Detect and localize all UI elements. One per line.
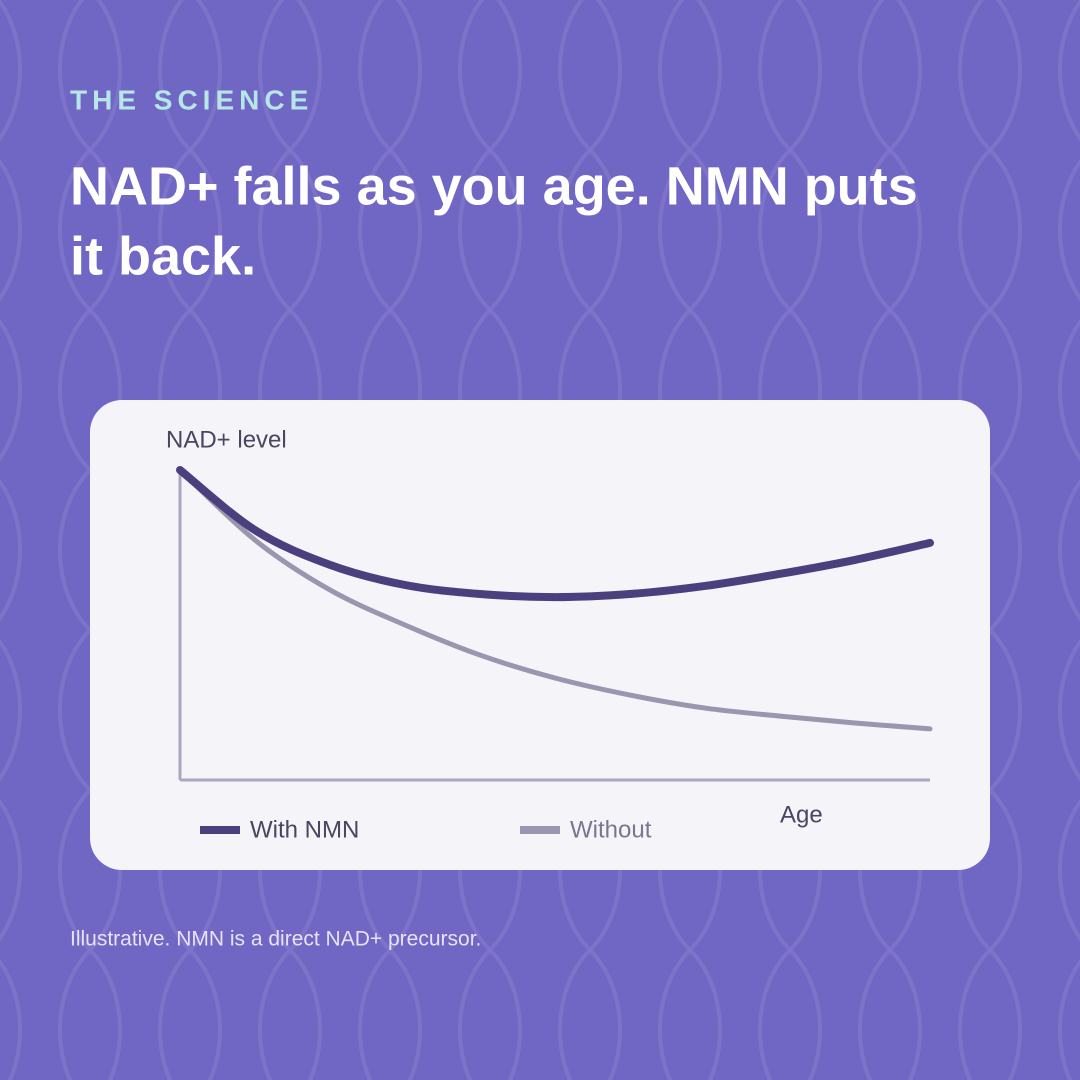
- series-line: [176, 466, 934, 602]
- series-line: [177, 467, 933, 732]
- legend-label: Without: [570, 816, 652, 843]
- x-axis-label: Age: [780, 801, 823, 828]
- legend-label: With NMN: [250, 816, 359, 843]
- y-axis-label: NAD+ level: [166, 426, 287, 453]
- chart-card: [90, 400, 990, 870]
- title-line: it back.: [70, 226, 256, 286]
- footnote: Illustrative. NMN is a direct NAD+ precu…: [70, 928, 481, 951]
- title-line: NAD+ falls as you age. NMN puts: [70, 156, 918, 216]
- eyebrow: THE SCIENCE: [70, 84, 313, 115]
